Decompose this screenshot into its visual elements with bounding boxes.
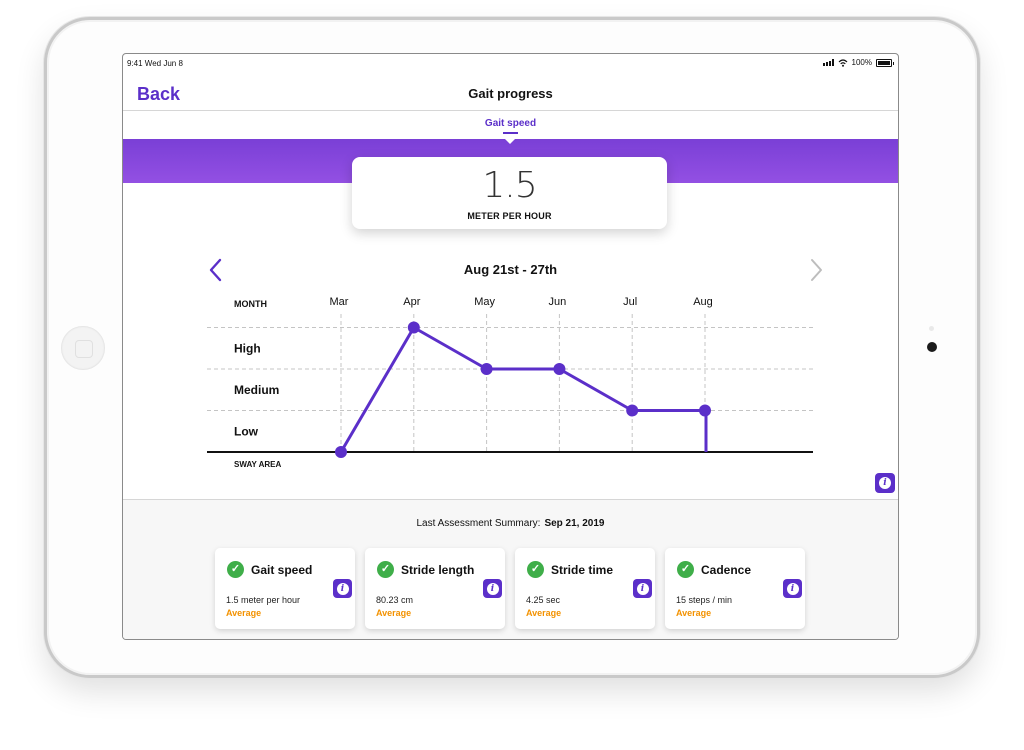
- metric-card-stride-time[interactable]: ✓ Stride time i 4.25 sec Average: [515, 548, 655, 629]
- page-title: Gait progress: [468, 86, 553, 101]
- card-info-button[interactable]: i: [333, 579, 352, 598]
- chevron-right-icon[interactable]: [805, 257, 827, 283]
- data-point: [626, 404, 639, 417]
- tab-bar: Gait speed: [123, 111, 898, 139]
- y-axis-footer: SWAY AREA: [234, 460, 281, 469]
- summary-date: Sep 21, 2019: [544, 518, 605, 529]
- metric-card-stride-length[interactable]: ✓ Stride length i 80.23 cm Average: [365, 548, 505, 629]
- week-range: Aug 21st - 27th: [463, 262, 558, 277]
- chart-info-button[interactable]: i: [875, 473, 895, 493]
- nav-bar: Back Gait progress: [123, 72, 898, 111]
- info-icon: i: [486, 582, 499, 595]
- x-axis-header: MONTH: [234, 299, 267, 309]
- month-label: Jul: [623, 296, 637, 308]
- month-label: Jun: [549, 296, 567, 308]
- banner-notch: [504, 138, 516, 144]
- gait-chart: MONTH SWAY AREA Mar Apr May Jun Jul Aug Low Mediu…: [207, 296, 813, 469]
- card-value: 80.23 cm: [376, 595, 414, 605]
- level-label: High: [234, 341, 261, 355]
- card-info-button[interactable]: i: [483, 579, 502, 598]
- card-title: Stride length: [401, 563, 475, 577]
- data-point: [553, 363, 566, 375]
- data-point: [480, 363, 493, 375]
- info-icon: i: [636, 582, 649, 595]
- data-point: [407, 321, 420, 334]
- card-info-button[interactable]: i: [633, 579, 652, 598]
- card-status: Average: [526, 608, 562, 618]
- card-status: Average: [226, 608, 262, 618]
- signal-icon: [822, 59, 834, 66]
- series-line: [339, 326, 705, 453]
- battery-percent: 100%: [851, 58, 872, 67]
- metric-card: 1.5 METER PER HOUR: [352, 157, 667, 229]
- month-label: Aug: [693, 296, 713, 308]
- status-bar: 9:41 Wed Jun 8 100%: [123, 54, 898, 72]
- info-icon: i: [786, 582, 799, 595]
- data-point: [335, 446, 347, 458]
- level-label: Low: [234, 424, 259, 438]
- check-circle-icon: ✓: [527, 561, 544, 578]
- check-circle-icon: ✓: [677, 561, 694, 578]
- battery-icon: [876, 58, 894, 67]
- status-time: 9:41 Wed Jun 8: [127, 59, 183, 68]
- check-circle-icon: ✓: [227, 561, 244, 578]
- summary-heading: Last Assessment Summary: Sep 21, 2019: [123, 518, 898, 529]
- month-label: Mar: [330, 296, 349, 308]
- metric-card-cadence[interactable]: ✓ Cadence i 15 steps / min Average: [665, 548, 805, 629]
- front-camera: [927, 342, 937, 352]
- info-icon: i: [879, 477, 891, 489]
- card-title: Gait speed: [251, 563, 313, 577]
- card-value: 1.5 meter per hour: [226, 595, 301, 605]
- tab-gait-speed[interactable]: Gait speed: [484, 118, 537, 129]
- back-button[interactable]: Back: [137, 84, 181, 104]
- status-indicators: 100%: [822, 58, 894, 67]
- card-status: Average: [376, 608, 412, 618]
- wifi-icon: [838, 58, 847, 67]
- metric-unit: METER PER HOUR: [467, 211, 552, 221]
- check-circle-icon: ✓: [377, 561, 394, 578]
- card-status: Average: [676, 608, 712, 618]
- month-label: Apr: [403, 296, 420, 308]
- chevron-left-icon[interactable]: [205, 257, 227, 283]
- card-title: Cadence: [701, 563, 752, 577]
- metric-value: 1.5: [482, 165, 537, 206]
- card-info-button[interactable]: i: [783, 579, 802, 598]
- home-button[interactable]: [61, 326, 105, 370]
- info-icon: i: [336, 582, 349, 595]
- sensor-dot: [929, 326, 934, 331]
- month-label: May: [474, 296, 495, 308]
- app-screen: 9:41 Wed Jun 8 100% Back Gait progress G…: [122, 53, 899, 640]
- metric-card-gait-speed[interactable]: ✓ Gait speed i 1.5 meter per hour Averag…: [215, 548, 355, 629]
- tab-indicator: [503, 132, 518, 134]
- section-divider: [123, 499, 898, 500]
- card-value: 15 steps / min: [676, 595, 733, 605]
- level-label: Medium: [234, 383, 279, 397]
- card-value: 4.25 sec: [526, 595, 561, 605]
- summary-label: Last Assessment Summary:: [416, 518, 541, 529]
- card-title: Stride time: [551, 563, 614, 577]
- data-point: [699, 404, 711, 417]
